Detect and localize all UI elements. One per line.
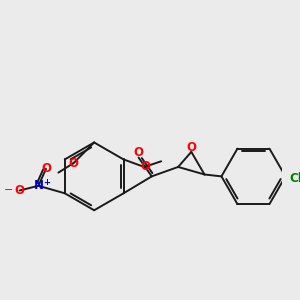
Text: O: O <box>186 141 196 154</box>
Text: −: − <box>4 185 13 196</box>
Text: O: O <box>41 162 51 175</box>
Text: O: O <box>15 184 25 197</box>
Text: O: O <box>68 157 78 170</box>
Text: O: O <box>140 160 150 173</box>
Text: N: N <box>33 179 43 192</box>
Text: O: O <box>134 146 144 159</box>
Text: Cl: Cl <box>289 172 300 185</box>
Text: +: + <box>43 178 50 188</box>
